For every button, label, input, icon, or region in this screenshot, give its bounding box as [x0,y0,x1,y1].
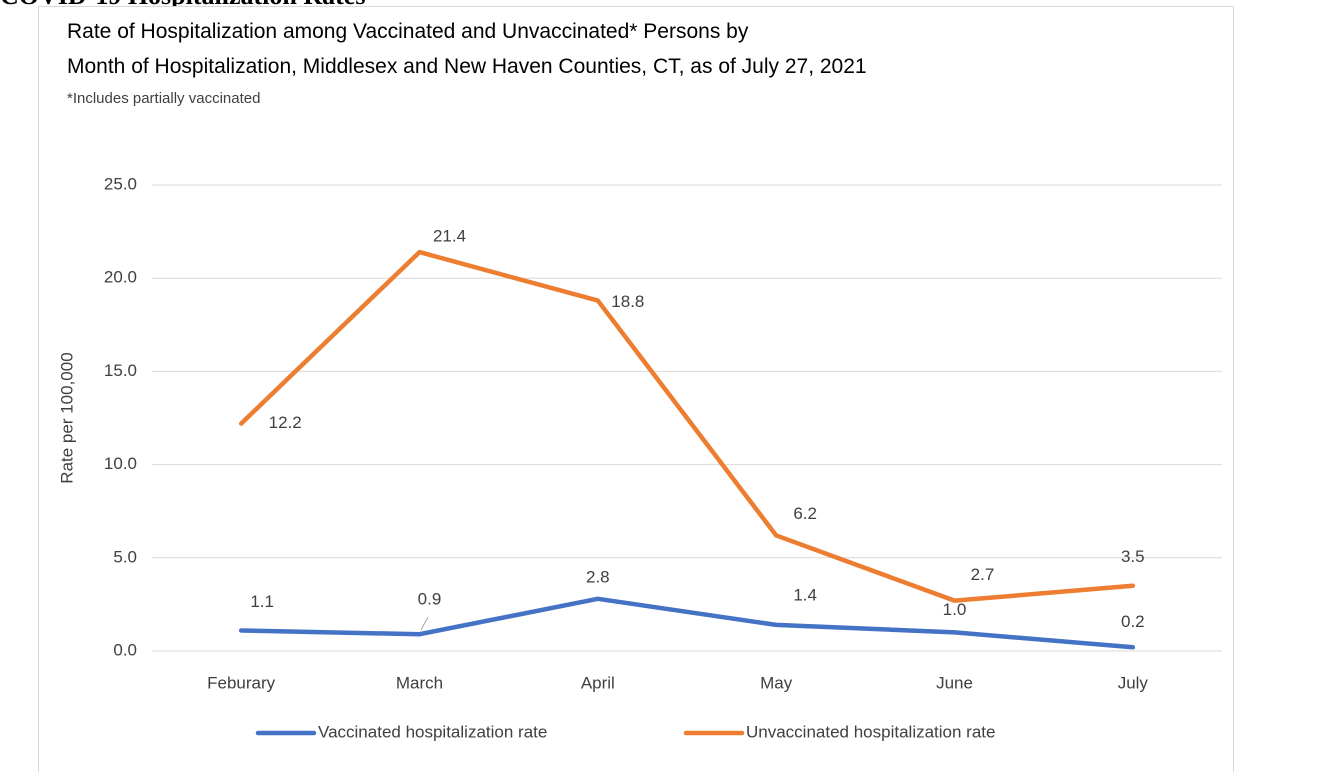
y-tick-label: 15.0 [104,361,137,380]
page-heading: COVID-19 Hospitalization Rates [0,0,365,10]
y-axis-label: Rate per 100,000 [57,352,76,483]
data-label: 0.9 [418,590,442,609]
legend-label: Unvaccinated hospitalization rate [746,722,995,741]
y-tick-label: 25.0 [104,174,137,193]
data-label: 2.7 [971,565,995,584]
data-label: 3.5 [1121,547,1145,566]
data-label: 6.2 [793,504,817,523]
data-label: 1.1 [250,592,274,611]
y-tick-label: 5.0 [113,547,137,566]
data-label: 0.2 [1121,612,1145,631]
chart-subtitle: *Includes partially vaccinated [67,90,260,107]
label-leader [420,616,429,631]
data-label: 2.8 [586,567,610,586]
x-tick-label: May [760,673,793,692]
data-label: 1.0 [943,600,967,619]
chart-frame [38,6,1234,772]
chart-title: Month of Hospitalization, Middlesex and … [67,55,867,78]
x-tick-label: Feburary [207,673,276,692]
data-label: 21.4 [433,227,466,246]
y-tick-label: 20.0 [104,268,137,287]
x-tick-label: April [581,673,615,692]
x-tick-label: July [1118,673,1149,692]
data-label: 18.8 [611,292,644,311]
x-tick-label: June [936,673,973,692]
x-tick-label: March [396,673,443,692]
series-line [238,249,1136,603]
data-label: 12.2 [269,413,302,432]
legend-label: Vaccinated hospitalization rate [318,722,547,741]
y-tick-label: 10.0 [104,454,137,473]
y-tick-label: 0.0 [113,640,137,659]
chart-title: Rate of Hospitalization among Vaccinated… [67,20,749,43]
series-line [238,596,1136,650]
data-label: 1.4 [793,585,817,604]
